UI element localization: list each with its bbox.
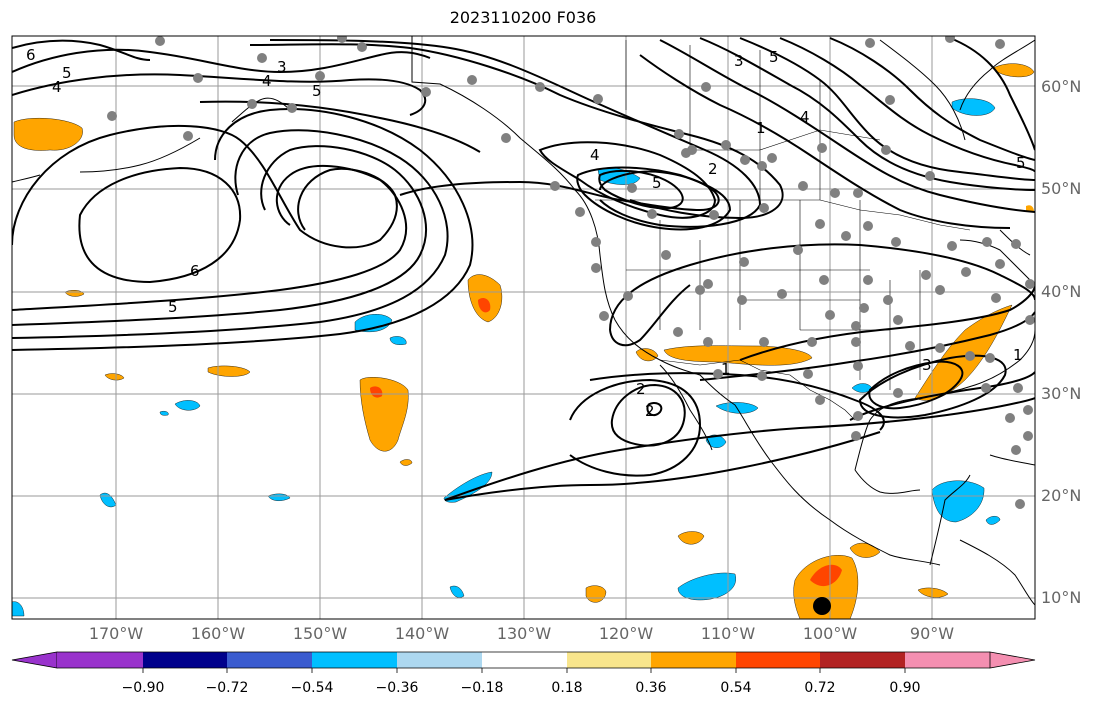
lat-label-10n: 10°N [1041,588,1082,607]
colorbar-swatch [227,652,312,668]
colorbar-swatch [820,652,905,668]
colorbar-swatch [651,652,736,668]
colorbar-tick-label: −0.90 [121,680,165,696]
contour-label: 3 [277,58,287,76]
contour-labels: 6 5 4 3 5 4 5 6 5 3 5 4 1 4 5 2 1 2 3 1 … [26,46,1026,420]
lon-label-160w: 160°W [190,624,246,643]
contour-label: 4 [590,146,600,164]
contour-label: 5 [769,48,779,66]
colorbar-tick-label: 0.54 [720,680,752,696]
lat-label-50n: 50°N [1041,179,1082,198]
map-frame [11,35,1036,620]
colorbar-tick-label: −0.18 [460,680,504,696]
contour-label: 5 [1016,154,1026,172]
contour-label: 4 [800,108,810,126]
contour-label: 3 [734,52,744,70]
lon-label-110w: 110°W [700,624,756,643]
station-markers [107,36,1035,509]
lon-label-170w: 170°W [88,624,144,643]
lat-label-60n: 60°N [1041,77,1082,96]
colorbar-swatch [736,652,820,668]
contour-label: 5 [62,64,72,82]
colorbar-tick-label: 0.18 [551,680,583,696]
contour-label: 4 [52,78,62,96]
contour-label: 6 [26,46,36,64]
colorbar-under-arrow [11,651,58,669]
contour-label: 2 [636,380,646,398]
lat-label-30n: 30°N [1041,384,1082,403]
colorbar [11,651,1036,673]
lon-label-100w: 100°W [802,624,858,643]
contour-label: 2 [708,160,718,178]
map-title: 2023110200 F036 [449,8,597,27]
colorbar-tick-label: 0.90 [889,680,921,696]
colorbar-over-arrow [989,651,1036,669]
contour-label: 5 [168,298,178,316]
colorbar-tick-label: −0.36 [375,680,419,696]
contour-label: 1 [756,119,766,137]
lon-label-90w: 90°W [909,624,955,643]
colorbar-swatch [397,652,482,668]
contour-label: 5 [312,82,322,100]
shaded-anomalies [12,63,1035,619]
lon-label-120w: 120°W [598,624,654,643]
marker-dot [813,597,831,615]
colorbar-swatch [482,652,567,668]
contour-label: 5 [652,174,662,192]
colorbar-swatch [143,652,227,668]
contour-label: 1 [721,360,731,378]
colorbar-tick-label: −0.54 [290,680,334,696]
contour-label: 3 [922,356,932,374]
lon-label-140w: 140°W [394,624,450,643]
lon-label-130w: 130°W [496,624,552,643]
colorbar-tick-label: −0.72 [205,680,249,696]
lat-lon-grid [12,36,1035,619]
colorbar-swatch [567,652,651,668]
contour-label: 4 [262,72,272,90]
colorbar-tick-label: 0.72 [804,680,836,696]
colorbar-tick-label: 0.36 [635,680,667,696]
political-borders [595,40,971,421]
contour-label: 6 [190,262,200,280]
colorbar-swatch [905,652,990,668]
colorbar-swatch [312,652,397,668]
colorbar-swatch [57,652,143,668]
contour-label: 2 [645,402,655,420]
lat-label-40n: 40°N [1041,282,1082,301]
contour-label: 1 [1013,346,1023,364]
lat-label-20n: 20°N [1041,486,1082,505]
height-contours [12,37,1035,501]
lon-label-150w: 150°W [292,624,348,643]
